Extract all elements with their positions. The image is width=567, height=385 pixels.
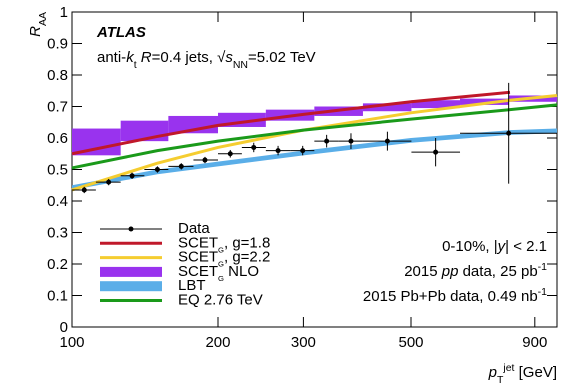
data-point [324, 138, 330, 144]
x-tick-label: 200 [205, 334, 230, 351]
nlo-box [362, 103, 412, 112]
x-tick-label: 100 [59, 334, 84, 351]
text-part: G [218, 273, 224, 282]
text-part: data, 25 pb [458, 263, 537, 280]
nlo-box [460, 98, 509, 105]
text-part: pp [441, 263, 459, 280]
y-tick-label: 0.9 [47, 36, 68, 53]
text-part: SCET [178, 249, 218, 266]
x-tick-label: 300 [291, 334, 316, 351]
data-point [178, 163, 184, 169]
text-part: G [218, 259, 224, 268]
text-part: [GeV] [514, 364, 557, 381]
x-axis-label: pTjet [GeV] [488, 362, 557, 385]
text-part: T [497, 374, 504, 385]
x-tick-label: 500 [398, 334, 423, 351]
curve [71, 90, 511, 156]
text-part: t [134, 59, 137, 71]
annotation: anti-kt R=0.4 jets, √sNN=5.02 TeV [97, 49, 316, 71]
data-point [251, 144, 257, 150]
legend-label: LBT [178, 277, 206, 294]
legend-label: EQ 2.76 TeV [178, 292, 263, 309]
text-part: EQ 2.76 TeV [178, 292, 263, 309]
annotation: 2015 pp data, 25 pb-1 [404, 261, 547, 280]
y-tick-label: 0.4 [47, 193, 68, 210]
data-point [433, 149, 439, 155]
text-part: SCET [178, 234, 218, 251]
data-point [275, 148, 281, 154]
nlo-box [411, 100, 461, 109]
annotation: 0-10%, |y| < 2.1 [442, 238, 547, 255]
annotation: ATLAS [96, 24, 146, 41]
text-part: -1 [538, 286, 547, 298]
text-part: Data [178, 220, 210, 237]
data-point [154, 167, 160, 172]
text-part: s [225, 49, 233, 66]
data-point [106, 179, 112, 185]
y-tick-label: 0 [60, 319, 68, 336]
legend-label: SCETG, g=2.2 [178, 249, 270, 269]
data-point [300, 148, 306, 154]
data-point [129, 173, 135, 179]
text-part: =0.4 jets, √ [152, 49, 226, 66]
y-tick-label: 0.7 [47, 99, 68, 116]
legend-label: SCETG NLO [178, 263, 259, 283]
text-part: ATLAS [96, 24, 146, 41]
data-point [227, 151, 233, 157]
text-part: LBT [178, 277, 206, 294]
text-part: -1 [538, 261, 547, 273]
text-part: jet [502, 362, 514, 374]
text-part: R [27, 26, 44, 37]
text-part: anti- [97, 49, 126, 66]
y-axis-label: RAA [27, 12, 49, 37]
text-part: y [497, 238, 507, 255]
text-part: , g=1.8 [224, 234, 270, 251]
legend-swatch [100, 266, 162, 277]
text-part: AA [37, 12, 49, 26]
y-tick-label: 1 [60, 4, 68, 21]
text-part: k [126, 49, 135, 66]
data-point [202, 157, 208, 163]
text-part: NLO [224, 263, 259, 280]
x-tick-label: 900 [522, 334, 547, 351]
data-point [506, 130, 512, 136]
text-part: p [488, 364, 497, 381]
y-tick-label: 0.1 [47, 288, 68, 305]
y-tick-label: 0.2 [47, 256, 68, 273]
text-part: | < 2.1 [505, 238, 547, 255]
legend-label: Data [178, 220, 210, 237]
text-part: SCET [178, 263, 218, 280]
y-tick-label: 0.3 [47, 225, 68, 242]
data-point [81, 187, 87, 193]
legend-swatch [128, 226, 134, 232]
legend-label: SCETG, g=1.8 [178, 234, 270, 254]
y-tick-label: 0.5 [47, 162, 68, 179]
annotation: 2015 Pb+Pb data, 0.49 nb-1 [363, 286, 547, 305]
text-part: =5.02 TeV [248, 49, 316, 66]
text-part: R [137, 49, 152, 66]
text-part: NN [233, 59, 248, 71]
text-part: 2015 Pb+Pb data, 0.49 nb [363, 288, 538, 305]
text-part: G [218, 245, 224, 254]
legend-swatch [100, 281, 162, 292]
data-point [384, 138, 390, 144]
data-point [348, 138, 354, 144]
curve [71, 103, 558, 170]
y-tick-label: 0.6 [47, 130, 68, 147]
text-part: 0-10%, | [442, 238, 498, 255]
text-part: , g=2.2 [224, 249, 270, 266]
y-tick-label: 0.8 [47, 67, 68, 84]
text-part: 2015 [404, 263, 442, 280]
